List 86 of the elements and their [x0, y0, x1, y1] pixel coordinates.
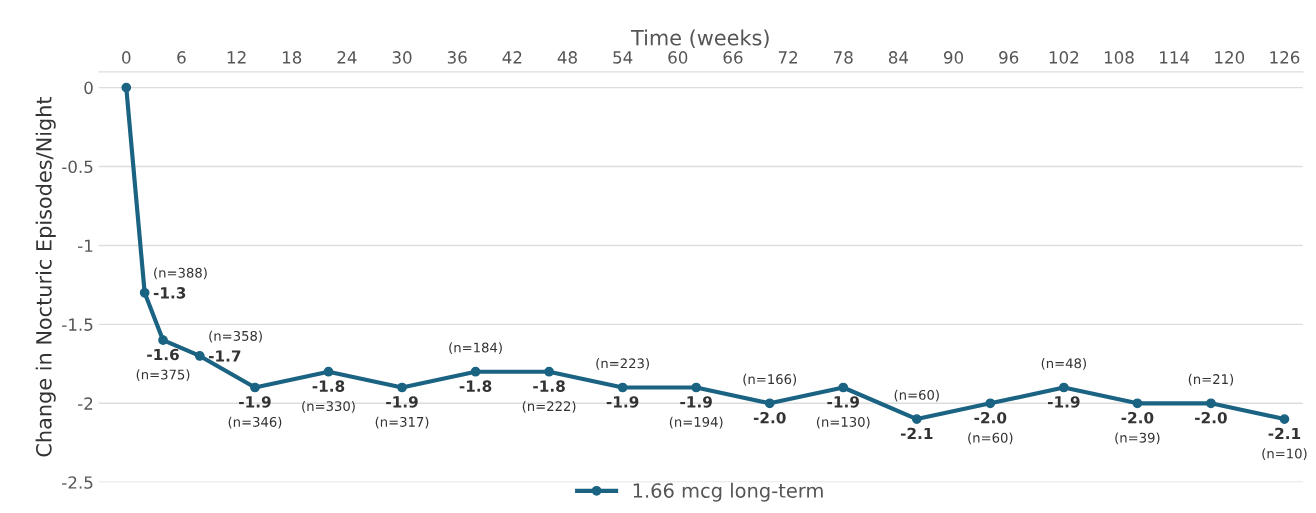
data-label: -1.3 [153, 287, 186, 299]
data-label: -2.0 [1195, 411, 1227, 424]
x-tick-label: 96 [999, 51, 1019, 64]
point [470, 366, 481, 377]
annotation: (n=39) [1115, 432, 1160, 445]
x-tick-label: 102 [1049, 51, 1079, 64]
y-tick-label: -2.5 [62, 476, 93, 489]
data-label: -1.9 [239, 396, 271, 408]
x-tick-label: 42 [502, 51, 522, 64]
point [691, 382, 702, 393]
annotation: (n=358) [209, 330, 262, 343]
data-label: -1.6 [147, 348, 179, 361]
annotation: (n=60) [968, 432, 1013, 445]
x-tick-label: 12 [227, 51, 246, 64]
x-tick-label: 30 [392, 51, 412, 64]
annotation: (n=48) [1041, 358, 1086, 370]
annotation: (n=21) [1188, 373, 1234, 386]
y-axis-title: Change in Nocturic Episodes/Night [35, 96, 56, 457]
point [158, 335, 168, 346]
x-tick-label: 0 [122, 51, 131, 64]
x-tick-label: 114 [1160, 51, 1190, 64]
x-tick-label: 66 [723, 51, 743, 64]
data-label: -2.0 [974, 411, 1007, 424]
x-tick-label: 78 [834, 51, 853, 64]
point [397, 382, 407, 393]
x-tick-label: 108 [1104, 51, 1134, 64]
x-tick-label: 48 [557, 51, 577, 64]
annotation: (n=166) [743, 373, 797, 386]
annotation: (n=60) [894, 389, 939, 402]
annotation: (n=10) [1262, 448, 1307, 461]
data-label: -1.8 [459, 380, 492, 392]
point [139, 287, 150, 298]
point [617, 382, 628, 393]
x-tick-label: 24 [337, 51, 357, 64]
point [194, 351, 205, 361]
x-tick-label: 54 [613, 51, 633, 64]
data-label: -2.0 [753, 411, 786, 424]
x-tick-label: 36 [447, 51, 467, 64]
point [764, 398, 775, 409]
data-label: -1.9 [680, 396, 712, 408]
point [1058, 382, 1069, 393]
y-tick-label: -0.5 [62, 160, 93, 174]
data-label: -2.1 [900, 427, 933, 440]
point [121, 82, 132, 93]
annotation: (n=184) [449, 342, 502, 355]
point [544, 366, 554, 377]
annotation: (n=375) [136, 369, 190, 382]
x-tick-label: 84 [888, 51, 909, 64]
y-tick-label: -1 [78, 239, 93, 252]
x-tick-label: 6 [177, 51, 186, 64]
data-label: -1.7 [208, 350, 241, 362]
annotation: (n=317) [375, 416, 429, 429]
annotation: (n=346) [228, 416, 282, 429]
y-tick-label: -1.5 [62, 318, 93, 331]
data-label: -1.9 [386, 396, 418, 408]
point [838, 382, 849, 393]
data-label: -2.0 [1121, 411, 1154, 424]
point [985, 398, 996, 409]
data-label: -2.1 [1268, 427, 1301, 440]
point [1279, 414, 1290, 424]
point [1132, 398, 1143, 409]
x-tick-label: 126 [1270, 51, 1300, 64]
point [1206, 398, 1216, 409]
x-tick-label: 72 [778, 51, 798, 64]
x-tick-label: 18 [282, 51, 302, 64]
y-tick-label: -2 [78, 397, 93, 410]
data-label: -1.8 [533, 380, 565, 392]
x-tick-label: 60 [668, 51, 688, 64]
data-label: -1.9 [606, 396, 639, 408]
annotation: (n=194) [669, 416, 723, 429]
data-label: -1.8 [312, 380, 345, 392]
x-tick-label: 120 [1215, 51, 1245, 64]
point [911, 414, 922, 424]
x-axis-title: Time (weeks) [630, 29, 769, 49]
annotation: (n=330) [302, 400, 355, 413]
y-tick-label: 0 [84, 81, 93, 95]
annotation: (n=130) [816, 416, 870, 429]
point [323, 366, 334, 377]
data-label: -1.9 [1047, 396, 1080, 408]
data-label: -1.9 [827, 396, 859, 408]
annotation: (n=222) [522, 400, 576, 413]
annotation: (n=223) [596, 358, 649, 370]
x-tick-label: 90 [943, 51, 964, 64]
point [250, 382, 260, 393]
annotation: (n=388) [154, 267, 207, 280]
legend-label: 1.66 mcg long-term [633, 482, 823, 502]
